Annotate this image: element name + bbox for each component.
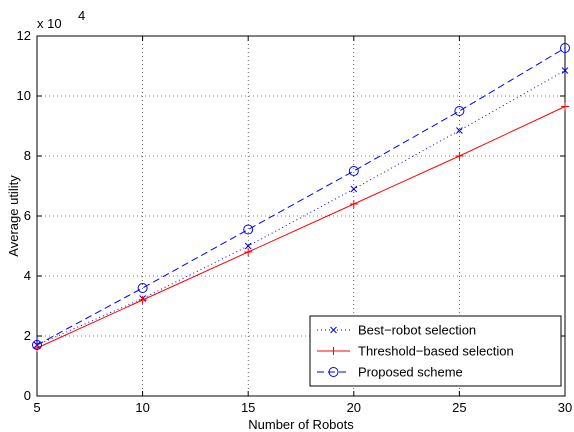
y-tick-labels: 0 2 4 6 8 10 12 (17, 28, 31, 403)
legend-label: Threshold−based selection (358, 344, 514, 359)
y-tick-label: 10 (17, 88, 31, 103)
x-marker (350, 185, 358, 193)
x-marker-stroke (456, 127, 463, 134)
x-marker (244, 242, 252, 250)
x-marker-stroke (244, 242, 252, 250)
y-axis-multiplier-base: x 10 (37, 16, 62, 31)
circle-marker (137, 283, 148, 293)
x-tick-label: 20 (347, 400, 361, 415)
x-marker (330, 326, 337, 334)
legend-box (309, 315, 562, 387)
y-tick-label: 0 (24, 388, 31, 403)
legend-entry-0: Best−robot selection (317, 323, 476, 338)
plus-marker (349, 200, 358, 208)
circle-marker (348, 166, 359, 176)
circle-marker (32, 340, 42, 350)
y-tick-label: 4 (24, 268, 31, 283)
y-axis-label: Average utility (6, 175, 21, 257)
y-tick-label: 12 (17, 28, 31, 43)
plus-marker (561, 102, 569, 111)
series-line (36, 70, 566, 346)
legend-entry-2: Proposed scheme (317, 365, 463, 380)
x-tick-label: 15 (241, 400, 255, 415)
series-1 (33, 102, 569, 352)
circle-marker (243, 224, 254, 235)
x-tick-label: 30 (558, 400, 572, 415)
x-marker-stroke (350, 185, 358, 193)
series-2 (32, 43, 570, 350)
legend-label: Best−robot selection (358, 323, 476, 338)
circle-marker (454, 106, 465, 116)
plus-marker (138, 296, 147, 304)
grid-lines (37, 36, 565, 396)
x-tick-label: 10 (135, 400, 149, 415)
x-tick-label: 5 (33, 400, 40, 415)
series-layer (32, 43, 570, 352)
axis-ticks (36, 35, 566, 397)
y-tick-label: 8 (24, 148, 31, 163)
y-axis-multiplier-power: 4 (78, 8, 85, 23)
series-line (36, 106, 566, 349)
x-tick-labels: 5 10 15 20 25 30 (33, 400, 572, 415)
series-line (36, 47, 566, 346)
x-marker-stroke (561, 67, 569, 74)
circle-marker (328, 367, 339, 377)
circle-marker (560, 43, 570, 53)
plus-marker (455, 152, 464, 160)
legend-entry-1: Threshold−based selection (317, 344, 514, 359)
legend: Best−robot selection Threshold−based sele… (309, 315, 562, 387)
plus-marker (33, 344, 41, 352)
y-tick-label: 6 (24, 208, 31, 223)
legend-items: Best−robot selection Threshold−based sele… (317, 323, 514, 380)
plus-marker (329, 347, 338, 355)
y-tick-label: 2 (24, 328, 31, 343)
x-marker-stroke (330, 326, 337, 334)
series-0 (33, 67, 569, 349)
legend-label: Proposed scheme (358, 365, 463, 380)
x-axis-label: Number of Robots (248, 417, 354, 432)
x-tick-label: 25 (452, 400, 466, 415)
x-marker (456, 127, 463, 134)
plus-marker (244, 248, 253, 256)
x-marker (561, 67, 569, 74)
